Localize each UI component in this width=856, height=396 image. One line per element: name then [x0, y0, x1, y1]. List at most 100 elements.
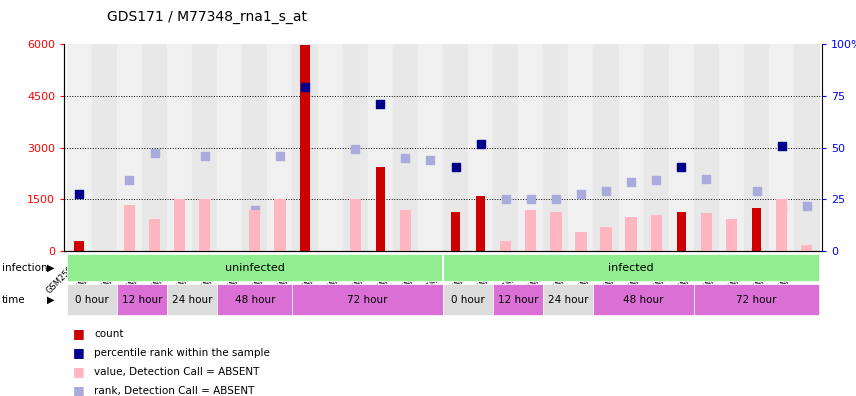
Bar: [626, 217, 637, 251]
Bar: [267, 44, 293, 251]
Text: time: time: [2, 295, 26, 305]
Point: [298, 84, 312, 90]
Point: [624, 179, 638, 185]
Point: [273, 153, 287, 159]
Bar: [493, 284, 544, 315]
Bar: [117, 284, 167, 315]
Bar: [149, 219, 160, 251]
Bar: [776, 200, 788, 251]
Bar: [293, 284, 443, 315]
Point: [198, 153, 211, 159]
Bar: [493, 44, 518, 251]
Bar: [752, 208, 761, 251]
Point: [122, 177, 136, 184]
Text: GDS171 / M77348_rna1_s_at: GDS171 / M77348_rna1_s_at: [107, 10, 307, 24]
Bar: [568, 44, 593, 251]
Bar: [719, 44, 744, 251]
Point: [147, 150, 161, 156]
Bar: [443, 254, 819, 282]
Text: count: count: [94, 329, 123, 339]
Point: [399, 155, 413, 161]
Bar: [726, 219, 737, 251]
Bar: [651, 215, 662, 251]
Bar: [451, 211, 461, 251]
Text: 72 hour: 72 hour: [348, 295, 388, 305]
Bar: [142, 44, 167, 251]
Point: [650, 177, 663, 184]
Bar: [518, 44, 544, 251]
Text: 48 hour: 48 hour: [235, 295, 275, 305]
Text: infection: infection: [2, 263, 47, 273]
Point: [348, 146, 362, 152]
Bar: [751, 248, 762, 251]
Point: [499, 196, 513, 203]
Bar: [67, 44, 92, 251]
Bar: [669, 44, 694, 251]
Bar: [443, 284, 493, 315]
Text: ■: ■: [73, 346, 85, 359]
Bar: [393, 44, 418, 251]
Bar: [468, 44, 493, 251]
Bar: [619, 44, 644, 251]
Bar: [217, 44, 242, 251]
Bar: [644, 44, 669, 251]
Bar: [342, 44, 368, 251]
Bar: [368, 44, 393, 251]
Bar: [694, 284, 819, 315]
Point: [549, 196, 562, 203]
Text: infected: infected: [609, 263, 654, 273]
Text: uninfected: uninfected: [225, 263, 285, 273]
Text: 12 hour: 12 hour: [122, 295, 163, 305]
Bar: [801, 244, 812, 251]
Bar: [300, 45, 310, 251]
Bar: [249, 210, 260, 251]
Text: ▶: ▶: [47, 295, 55, 305]
Text: percentile rank within the sample: percentile rank within the sample: [94, 348, 270, 358]
Bar: [769, 44, 794, 251]
Bar: [217, 284, 293, 315]
Bar: [676, 211, 686, 251]
Bar: [418, 44, 443, 251]
Bar: [476, 196, 485, 251]
Bar: [794, 44, 819, 251]
Bar: [376, 167, 385, 251]
Bar: [242, 44, 267, 251]
Text: ■: ■: [73, 366, 85, 378]
Bar: [74, 241, 84, 251]
Point: [775, 205, 788, 211]
Point: [775, 143, 788, 149]
Text: ▶: ▶: [47, 263, 55, 273]
Point: [574, 191, 588, 198]
Bar: [544, 44, 568, 251]
Bar: [593, 44, 619, 251]
Bar: [744, 44, 769, 251]
Text: 0 hour: 0 hour: [451, 295, 485, 305]
Bar: [694, 44, 719, 251]
Bar: [293, 44, 318, 251]
Text: 0 hour: 0 hour: [75, 295, 109, 305]
Bar: [593, 284, 694, 315]
Bar: [174, 200, 185, 251]
Point: [473, 141, 487, 147]
Bar: [167, 44, 192, 251]
Bar: [550, 211, 562, 251]
Text: 48 hour: 48 hour: [623, 295, 664, 305]
Point: [424, 156, 437, 163]
Bar: [400, 210, 411, 251]
Bar: [701, 213, 712, 251]
Point: [750, 188, 764, 194]
Point: [449, 164, 462, 170]
Bar: [167, 284, 217, 315]
Bar: [117, 44, 142, 251]
Bar: [67, 254, 443, 282]
Bar: [199, 200, 211, 251]
Bar: [274, 200, 286, 251]
Bar: [318, 44, 342, 251]
Bar: [544, 284, 593, 315]
Bar: [67, 284, 117, 315]
Bar: [575, 232, 586, 251]
Point: [373, 101, 387, 107]
Bar: [192, 44, 217, 251]
Bar: [525, 210, 537, 251]
Text: value, Detection Call = ABSENT: value, Detection Call = ABSENT: [94, 367, 259, 377]
